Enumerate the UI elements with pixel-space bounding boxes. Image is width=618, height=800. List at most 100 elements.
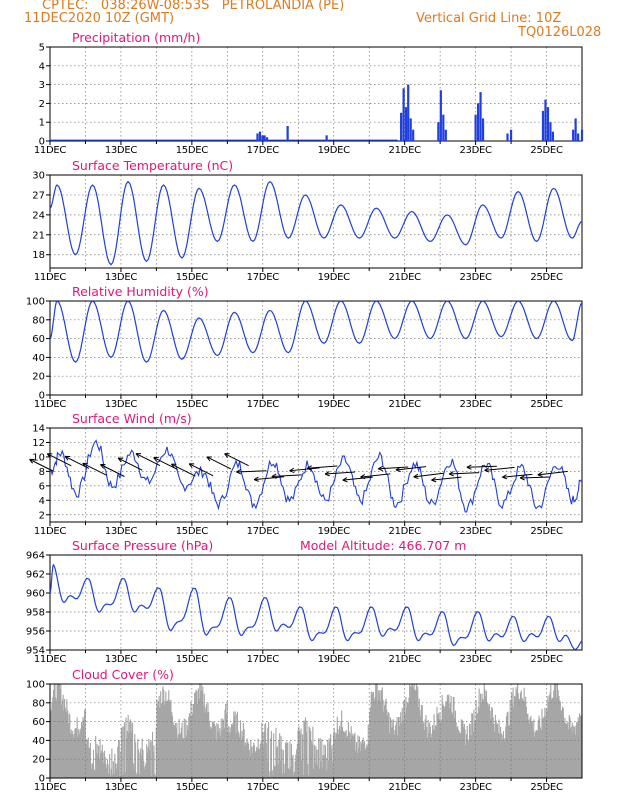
cloud-bar-232	[221, 730, 223, 778]
ytick-cloud-0: 0	[39, 774, 45, 785]
cloud-bar-314	[282, 773, 284, 778]
precip-bar-13	[437, 122, 440, 141]
wind-arrowhead-8	[171, 463, 177, 469]
cloud-bar-568	[469, 724, 471, 778]
cloud-bar-170	[175, 728, 177, 778]
cloud-bar-74	[104, 757, 106, 778]
cloud-bar-431	[368, 740, 370, 778]
cloud-bar-661	[538, 715, 540, 778]
title-cloud: Cloud Cover (%)	[72, 667, 174, 682]
cloud-bar-129	[145, 763, 147, 778]
cloud-bar-644	[525, 706, 527, 778]
cloud-bar-665	[541, 708, 543, 778]
xtick-precip-7: 25DEC	[530, 145, 563, 156]
cloud-bar-402	[347, 735, 349, 778]
cloud-bar-701	[568, 729, 570, 778]
cloud-bar-462	[391, 719, 393, 778]
cloud-bar-423	[362, 737, 364, 778]
cloud-bar-630	[515, 687, 517, 778]
cloud-bar-178	[181, 722, 183, 778]
cloud-bar-276	[253, 745, 256, 778]
cloud-bar-22	[66, 699, 68, 778]
cloud-bar-272	[251, 746, 253, 778]
cloud-bar-312	[280, 736, 282, 778]
cloud-bar-530	[441, 695, 443, 778]
cloud-bar-144	[156, 699, 158, 778]
cloud-bar-709	[573, 727, 576, 778]
cloud-bar-436	[372, 693, 374, 778]
precip-bar-27	[551, 131, 555, 141]
cloud-bar-209	[204, 712, 206, 778]
cloud-bar-323	[288, 769, 290, 778]
cloud-bar-237	[225, 703, 227, 778]
wind-arrowhead-26	[484, 467, 490, 473]
cloud-bar-213	[207, 702, 209, 778]
cloud-bar-688	[558, 696, 560, 778]
cloud-bar-261	[242, 722, 244, 778]
cloud-bar-220	[212, 721, 214, 778]
cloud-bar-525	[437, 713, 440, 778]
cloud-bar-53	[89, 747, 91, 778]
cloud-bar-551	[457, 726, 459, 778]
cloud-bar-286	[261, 722, 263, 778]
cloud-bar-142	[154, 775, 157, 778]
cloud-bar-434	[370, 691, 372, 778]
cloud-bar-479	[403, 699, 406, 778]
cloud-bar-547	[454, 718, 456, 778]
precip-bar-8	[402, 88, 405, 141]
xtick-rh-5: 21DEC	[389, 399, 422, 410]
cloud-bar-57	[92, 764, 94, 778]
wind-arrow-3	[82, 462, 107, 476]
cloud-bar-592	[487, 703, 489, 778]
cloud-bar-123	[140, 755, 143, 778]
cloud-bar-56	[91, 763, 93, 778]
cloud-bar-13	[59, 689, 61, 778]
cloud-bar-370	[323, 744, 325, 778]
cloud-bar-467	[395, 725, 397, 778]
cloud-bar-410	[352, 736, 355, 778]
cloud-bar-369	[322, 755, 324, 778]
cloud-bar-365	[319, 738, 321, 778]
cloud-bar-490	[412, 685, 414, 778]
cloud-bar-594	[488, 704, 491, 778]
cloud-bar-236	[224, 709, 226, 778]
cloud-bar-571	[471, 713, 474, 778]
cloud-bar-411	[353, 734, 355, 778]
cloud-bar-285	[260, 740, 262, 778]
cloud-bar-392	[339, 730, 341, 778]
cloud-bar-99	[123, 726, 125, 778]
cloud-bar-366	[320, 761, 322, 778]
cloud-bar-270	[249, 756, 251, 778]
cloud-bar-573	[473, 709, 475, 778]
cloud-bar-153	[163, 689, 165, 778]
cloud-bar-685	[556, 697, 558, 778]
cloud-bar-678	[551, 699, 553, 778]
panel-rh: 0 20 40 60 80 100 11DEC 13DEC 15DEC 17DEC 19DEC 21D…	[26, 284, 583, 410]
cloud-bar-421	[361, 744, 363, 778]
precip-bar-17	[474, 114, 477, 141]
cloud-bar-717	[579, 715, 581, 778]
cloud-bar-32	[73, 734, 75, 778]
cloud-bar-140	[153, 745, 155, 778]
cloud-bar-645	[526, 713, 528, 778]
cloud-bar-78	[107, 773, 109, 778]
cloud-bar-484	[407, 702, 409, 778]
ytick-rh-4: 80	[32, 315, 45, 326]
cloud-bar-84	[112, 774, 114, 778]
cloud-bar-6	[54, 684, 56, 778]
cloud-bar-480	[404, 713, 406, 778]
cloud-bar-673	[547, 696, 549, 778]
cloud-bar-397	[343, 730, 345, 778]
cloud-bar-205	[201, 691, 203, 778]
cloud-bar-282	[258, 748, 260, 778]
cloud-bar-9	[56, 684, 58, 778]
cloud-bar-524	[437, 714, 439, 778]
cloud-bar-618	[506, 712, 508, 778]
cloud-bar-387	[335, 733, 338, 778]
cloud-bar-147	[158, 695, 160, 778]
cloud-bar-359	[315, 746, 317, 778]
cloud-bar-699	[566, 724, 568, 778]
cloud-bar-696	[564, 717, 566, 778]
cloud-bar-287	[262, 733, 264, 778]
cloud-bar-259	[241, 730, 243, 778]
